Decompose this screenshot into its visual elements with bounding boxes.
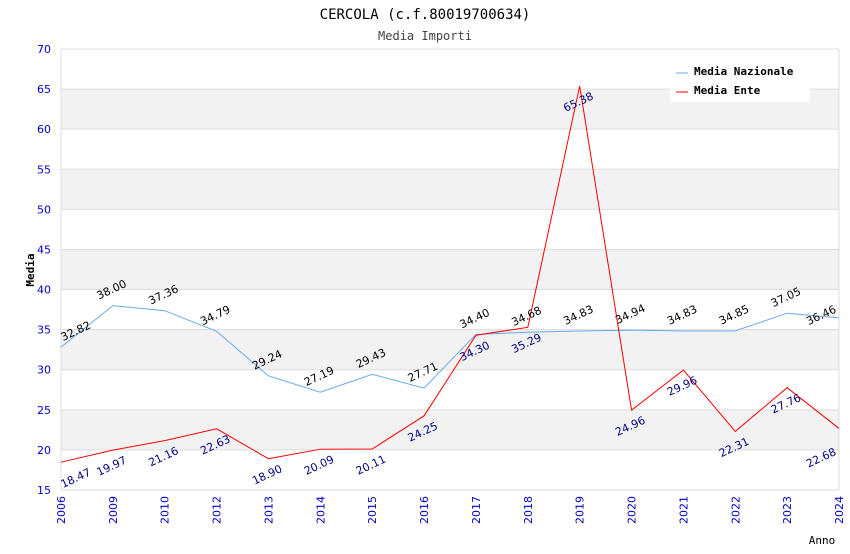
y-tick-label: 45 (37, 243, 51, 256)
y-tick-label: 20 (37, 444, 51, 457)
x-tick-label: 2024 (833, 496, 846, 524)
x-tick-label: 2009 (107, 496, 120, 524)
series-line-1 (60, 85, 840, 463)
data-label: 34.85 (717, 302, 751, 327)
series-line-0 (60, 305, 840, 393)
grid-band (61, 169, 839, 210)
data-label: 20.09 (302, 453, 336, 478)
y-tick-label: 60 (37, 123, 51, 136)
x-tick-label: 2016 (418, 496, 431, 524)
grid-band (61, 409, 839, 450)
data-label: 18.90 (250, 462, 284, 487)
x-tick-label: 2012 (211, 496, 224, 524)
data-label: 34.83 (665, 303, 699, 328)
x-tick-label: 2020 (626, 496, 639, 524)
y-tick-label: 70 (37, 43, 51, 56)
y-tick-label: 40 (37, 284, 51, 297)
x-tick-label: 2013 (262, 496, 275, 524)
x-tick-label: 2021 (677, 496, 690, 524)
data-label: 29.96 (665, 374, 699, 399)
x-tick-label: 2018 (522, 496, 535, 524)
x-tick-label: 2017 (470, 496, 483, 524)
chart-title: CERCOLA (c.f.80019700634) (320, 7, 531, 23)
x-tick-label: 2019 (574, 496, 587, 524)
legend: Media Nazionale Media Ente (670, 60, 810, 102)
legend-label-ente: Media Ente (694, 84, 761, 97)
data-label: 34.94 (613, 302, 647, 327)
x-axis-label: Anno (809, 534, 836, 547)
legend-label-nazionale: Media Nazionale (694, 65, 794, 78)
data-label: 34.83 (561, 303, 595, 328)
x-tick-label: 2023 (781, 496, 794, 524)
x-tick-label: 2015 (366, 496, 379, 524)
x-tick-label: 2006 (55, 496, 68, 524)
grid-band (61, 329, 839, 370)
y-tick-label: 55 (37, 163, 51, 176)
x-tick-label: 2022 (729, 496, 742, 524)
data-label: 36.46 (804, 303, 838, 328)
x-tick-label: 2010 (159, 496, 172, 524)
grid-band (61, 249, 839, 290)
y-tick-label: 35 (37, 324, 51, 337)
y-tick-label: 65 (37, 83, 51, 96)
data-label: 18.47 (59, 466, 93, 491)
y-axis-label: Media (24, 253, 37, 286)
data-label: 19.97 (95, 454, 129, 479)
data-label: 34.79 (198, 303, 232, 328)
x-tick-label: 2014 (314, 496, 327, 524)
y-tick-label: 25 (37, 404, 51, 417)
data-label: 34.68 (510, 304, 544, 329)
chart-subtitle: Media Importi (378, 29, 472, 43)
data-label: 34.40 (458, 306, 492, 331)
y-tick-label: 50 (37, 203, 51, 216)
y-tick-label: 15 (37, 484, 51, 497)
data-label: 20.11 (354, 453, 388, 478)
y-tick-label: 30 (37, 364, 51, 377)
